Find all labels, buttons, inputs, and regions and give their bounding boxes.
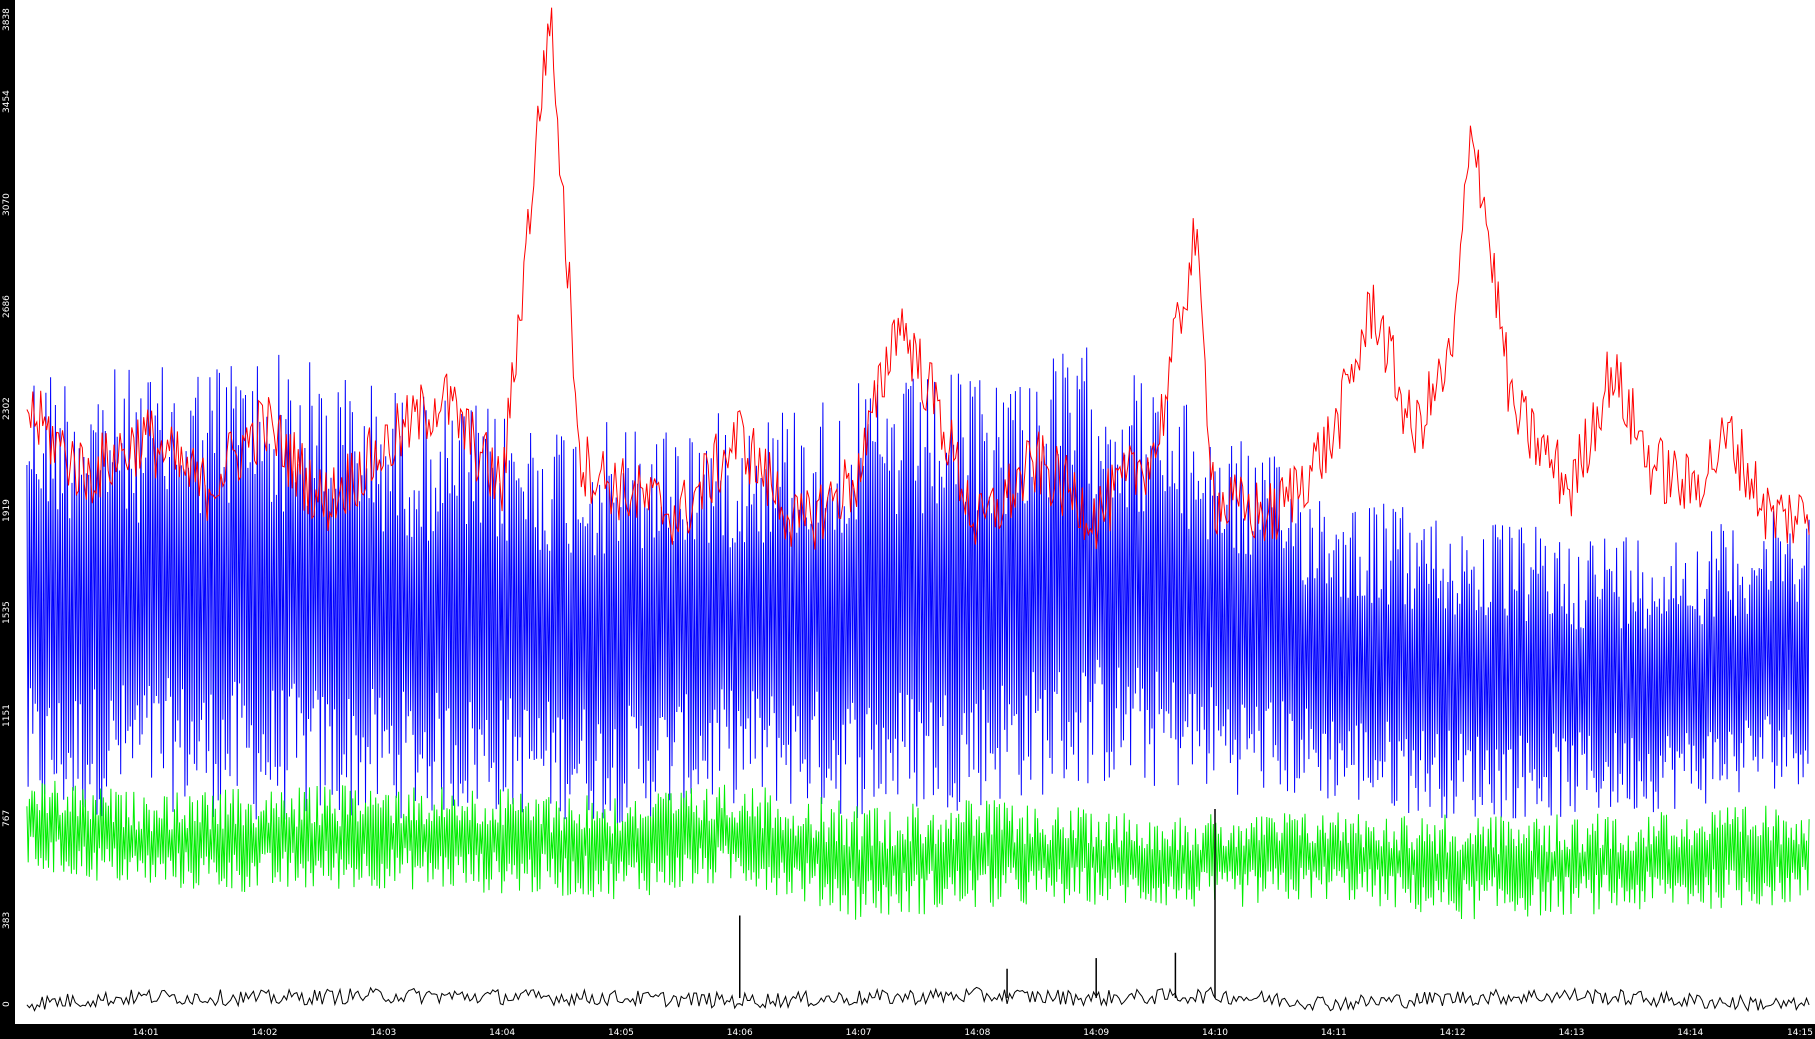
x-tick-label: 14:11 [1320, 1028, 1347, 1038]
x-tick-label: 14:09 [1083, 1028, 1110, 1038]
series-blue-line [26, 347, 1810, 825]
series-black-line [26, 986, 1810, 1013]
y-tick-label: 767 [2, 809, 12, 827]
y-tick-label: 3838 [2, 8, 12, 32]
x-tick-label: 14:07 [845, 1028, 872, 1038]
series-red-line [26, 7, 1810, 550]
y-tick-label: 1151 [2, 704, 12, 727]
y-tick-label: 383 [2, 911, 12, 929]
y-tick-label: 3454 [2, 90, 12, 114]
x-tick-label: 14:03 [370, 1028, 397, 1038]
x-tick-label: 14:10 [1202, 1028, 1228, 1038]
y-tick-label: 2302 [2, 397, 12, 421]
x-tick-label: 14:06 [726, 1028, 753, 1038]
x-tick-label: 14:02 [251, 1028, 278, 1038]
x-tick-label: 14:05 [607, 1028, 634, 1038]
y-tick-label: 2686 [2, 295, 12, 319]
x-tick-label: 14:01 [132, 1028, 159, 1038]
x-tick-label: 14:15 [1787, 1028, 1813, 1038]
x-tick-label: 14:12 [1439, 1028, 1466, 1038]
y-tick-label: 1535 [2, 601, 12, 625]
y-tick-label: 1919 [2, 499, 12, 523]
y-tick-label: 0 [2, 1001, 12, 1007]
series-green-line [26, 780, 1810, 920]
y-axis [0, 0, 15, 1024]
x-tick-label: 14:08 [964, 1028, 991, 1038]
x-tick-label: 14:13 [1558, 1028, 1585, 1038]
x-axis [0, 1024, 1815, 1039]
x-tick-label: 14:14 [1677, 1028, 1704, 1038]
x-tick-label: 14:04 [489, 1028, 516, 1038]
y-tick-label: 3070 [2, 193, 12, 216]
